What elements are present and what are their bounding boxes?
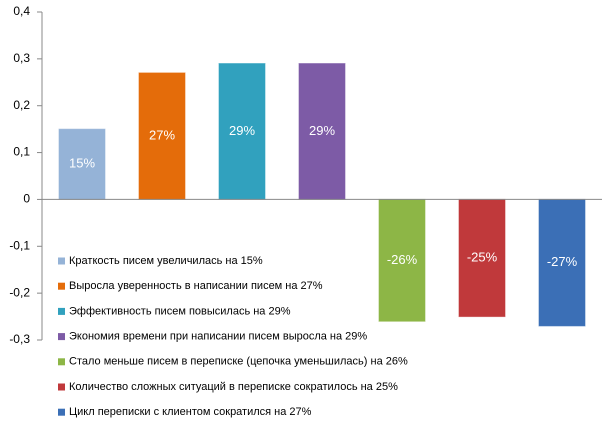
y-tick-label: -0,2 <box>9 285 30 299</box>
legend-swatch <box>58 408 65 416</box>
value-label: 15% <box>69 156 95 171</box>
y-tick-label: -0,3 <box>9 332 30 346</box>
legend-label: Стало меньше писем в переписке (цепочка … <box>69 356 408 368</box>
y-tick-label: 0,1 <box>13 145 30 159</box>
bar <box>58 128 106 200</box>
bar <box>458 198 506 318</box>
legend-label: Краткость писем увеличилась на 15% <box>69 255 263 267</box>
y-tick-label: 0 <box>23 192 30 206</box>
legend-swatch <box>58 333 65 341</box>
value-label: -25% <box>467 249 498 264</box>
y-tick-label: 0,2 <box>13 98 30 112</box>
legend-swatch <box>58 383 65 391</box>
value-label: -27% <box>547 254 578 269</box>
legend-label: Эффективность писем повысилась на 29% <box>69 305 291 317</box>
bar <box>378 198 426 322</box>
value-label: 29% <box>309 123 335 138</box>
legend-label: Экономия времени при написании писем выр… <box>69 331 367 343</box>
legend-swatch <box>58 257 65 265</box>
y-tick-label: 0,3 <box>13 51 30 65</box>
y-tick-label: -0,1 <box>9 238 30 252</box>
value-label: 29% <box>229 123 255 138</box>
legend-swatch <box>58 282 65 290</box>
value-label: 27% <box>149 128 175 143</box>
legend-swatch <box>58 358 65 366</box>
y-tick-label: 0,4 <box>13 4 30 18</box>
legend-label: Цикл переписки с клиентом сократился на … <box>69 406 312 418</box>
legend-label: Выросла уверенность в написании писем на… <box>69 280 323 292</box>
value-label: -26% <box>387 252 418 267</box>
legend-swatch <box>58 307 65 315</box>
legend-label: Количество сложных ситуаций в переписке … <box>69 381 398 393</box>
